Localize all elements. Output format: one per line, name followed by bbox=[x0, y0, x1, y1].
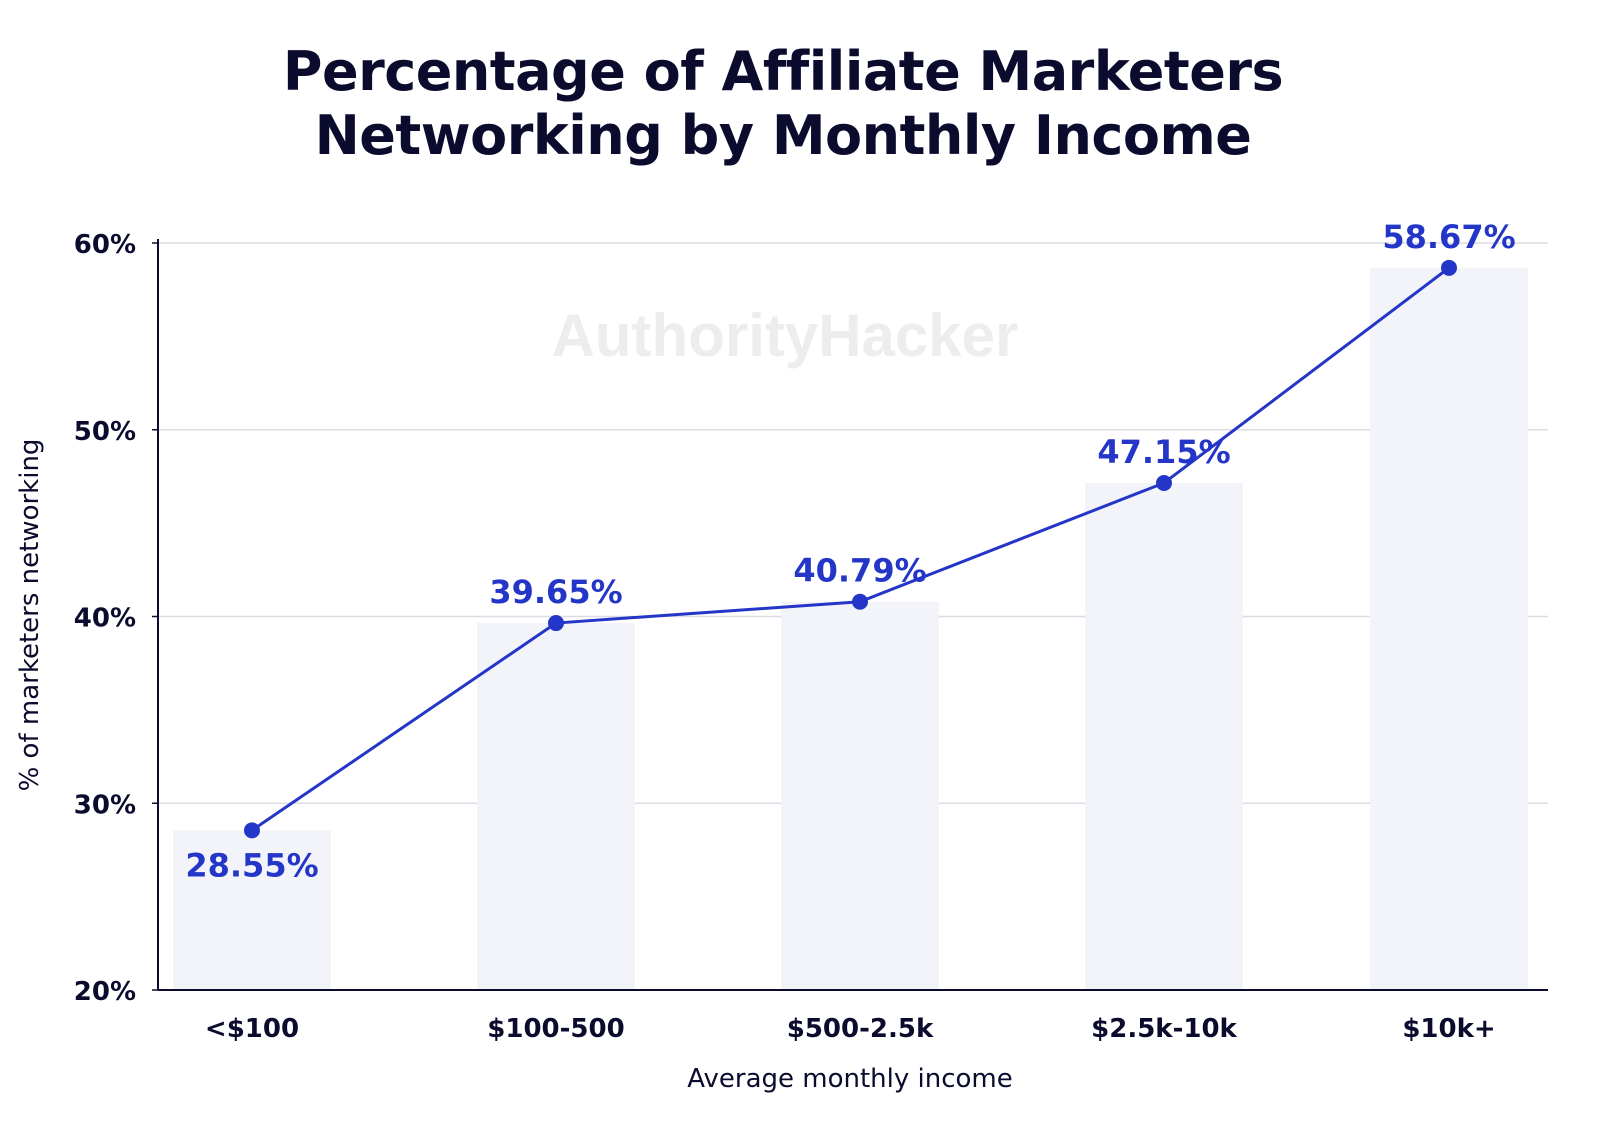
chart-title: Percentage of Affiliate Marketers Networ… bbox=[0, 40, 1566, 168]
data-point bbox=[1156, 474, 1172, 491]
chart-title-line-1: Percentage of Affiliate Marketers bbox=[282, 40, 1284, 103]
x-tick-label: $10k+ bbox=[1402, 1014, 1495, 1044]
data-point bbox=[244, 822, 260, 839]
y-axis-label: % of marketers networking bbox=[15, 439, 45, 792]
x-tick-label: $2.5k-10k bbox=[1091, 1014, 1237, 1044]
background-bar bbox=[1085, 482, 1243, 990]
data-label: 39.65% bbox=[489, 573, 622, 611]
x-tick-label: <$100 bbox=[205, 1014, 299, 1044]
data-point bbox=[1441, 259, 1457, 276]
y-tick-label: 30% bbox=[74, 790, 136, 820]
x-tick-label: $100-500 bbox=[487, 1014, 624, 1044]
x-axis-label: Average monthly income bbox=[687, 1064, 1013, 1094]
background-bar bbox=[173, 830, 331, 990]
data-point bbox=[852, 593, 868, 610]
data-label: 47.15% bbox=[1097, 433, 1230, 471]
data-label: 40.79% bbox=[793, 552, 926, 590]
background-bar bbox=[781, 601, 939, 990]
y-tick-label: 40% bbox=[74, 604, 136, 634]
y-tick-label: 20% bbox=[74, 977, 136, 1007]
y-tick-label: 50% bbox=[74, 417, 136, 447]
x-tick-label: $500-2.5k bbox=[787, 1014, 934, 1044]
chart-title-line-2: Networking by Monthly Income bbox=[314, 104, 1252, 167]
data-label: 28.55% bbox=[185, 846, 318, 884]
background-bar bbox=[1370, 267, 1528, 990]
watermark: AuthorityHacker bbox=[552, 302, 1019, 369]
data-point bbox=[548, 615, 564, 632]
y-tick-label: 60% bbox=[74, 230, 136, 260]
data-label: 58.67% bbox=[1382, 218, 1515, 256]
background-bar bbox=[477, 623, 635, 990]
